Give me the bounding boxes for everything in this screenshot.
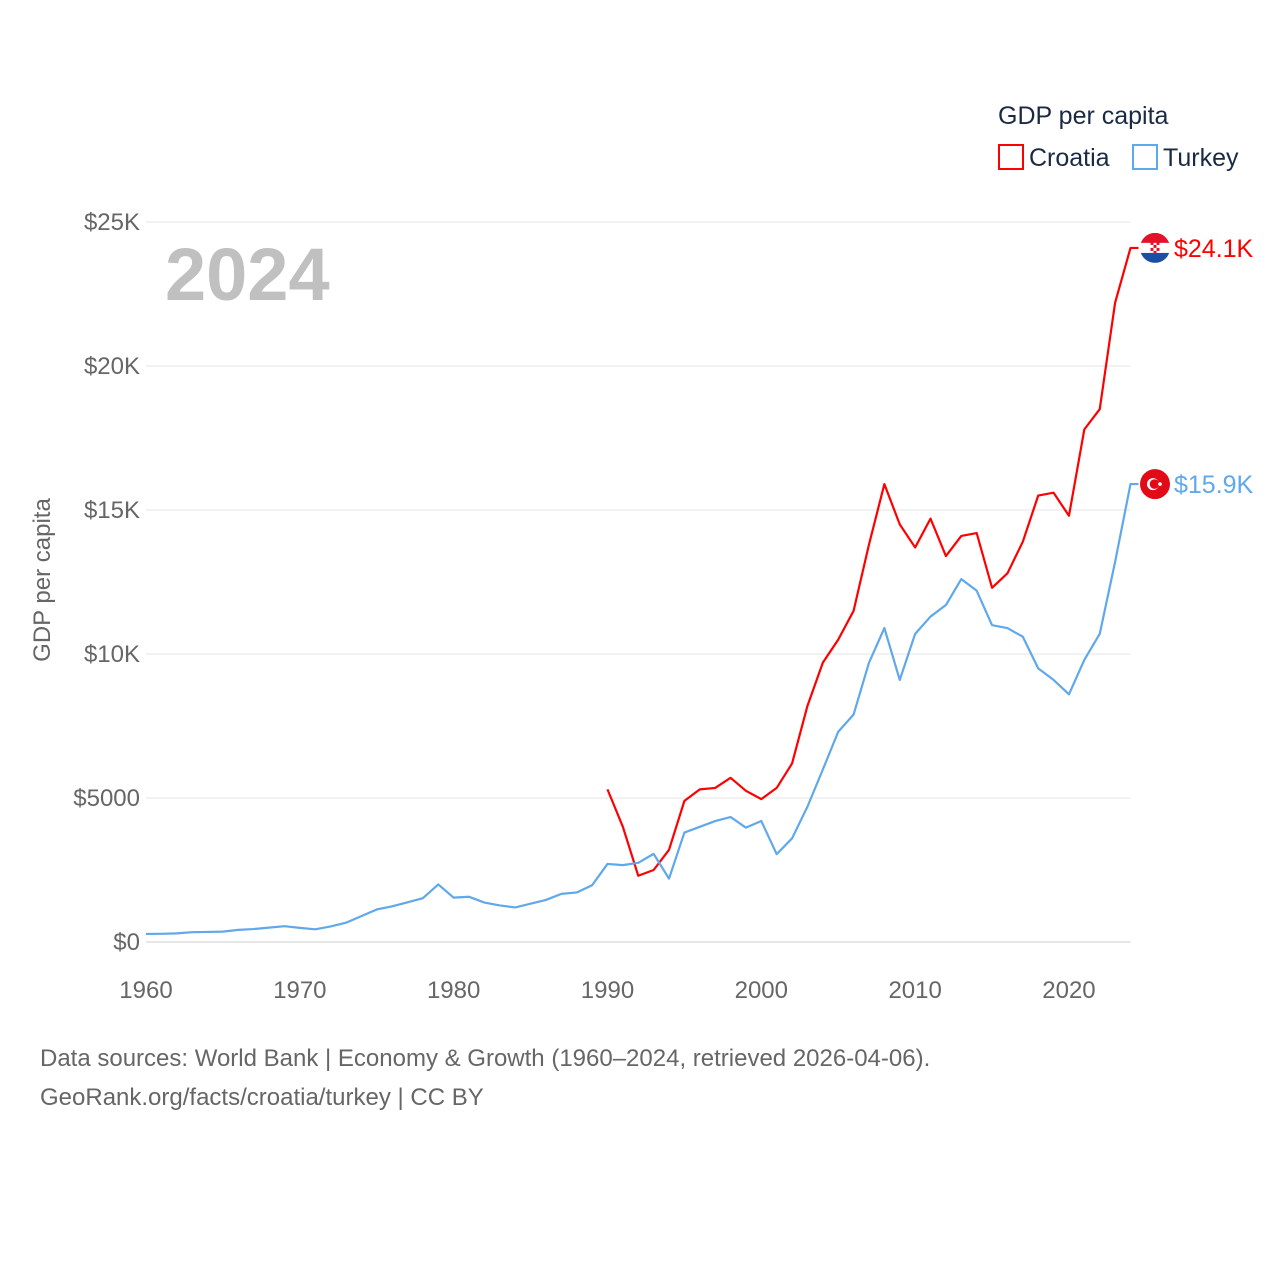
flag-checker: [1156, 247, 1160, 251]
series-line-croatia: [606, 246, 1139, 877]
flag-checker: [1153, 244, 1157, 248]
flag-checker: [1150, 241, 1154, 245]
y-axis-label: GDP per capita: [29, 498, 56, 662]
legend-item-croatia[interactable]: Croatia: [998, 144, 1110, 172]
y-axis-ticks: $0 $5000 $10K $15K $20K $25K: [73, 209, 140, 956]
y-tick-label: $15K: [84, 497, 140, 524]
x-tick-label: 1960: [119, 977, 172, 1004]
flag-blue-stripe: [1140, 252, 1170, 263]
flag-checker: [1156, 241, 1160, 245]
legend-label-croatia: Croatia: [1029, 144, 1110, 172]
x-tick-label: 1990: [581, 977, 634, 1004]
legend-swatch-turkey: [1132, 144, 1158, 170]
x-tick-label: 1980: [427, 977, 480, 1004]
turkey-flag-icon: [1140, 469, 1170, 500]
end-value-label-turkey: $15.9K: [1174, 471, 1254, 499]
x-axis-ticks: 1960 1970 1980 1990 2000 2010 2020: [119, 977, 1095, 1004]
flag-crescent-inner: [1149, 479, 1160, 489]
series-lines: [145, 246, 1139, 936]
footer-source: Data sources: World Bank | Economy & Gro…: [40, 1045, 931, 1072]
x-tick-label: 2010: [888, 977, 941, 1004]
y-tick-label: $0: [113, 929, 140, 956]
flag-star: [1158, 482, 1162, 486]
legend-swatch-croatia: [998, 144, 1024, 170]
y-tick-label: $25K: [84, 209, 140, 236]
flag-checker: [1150, 247, 1154, 251]
year-label: 2024: [165, 233, 330, 316]
x-tick-label: 2000: [735, 977, 788, 1004]
legend-label-turkey: Turkey: [1163, 144, 1239, 172]
x-tick-label: 1970: [273, 977, 326, 1004]
footer-credit[interactable]: GeoRank.org/facts/croatia/turkey | CC BY: [40, 1084, 484, 1111]
end-labels: $24.1K $15.9K: [1140, 232, 1254, 500]
series-line-turkey: [145, 482, 1139, 936]
croatia-flag-stripes: [1140, 232, 1170, 263]
y-tick-label: $10K: [84, 641, 140, 668]
croatia-flag-icon: [1140, 232, 1170, 263]
end-value-label-croatia: $24.1K: [1174, 235, 1254, 263]
legend-item-turkey[interactable]: Turkey: [1132, 144, 1239, 172]
gridlines: [146, 221, 1131, 943]
x-tick-label: 2020: [1042, 977, 1095, 1004]
flag-checker: [1153, 250, 1157, 254]
legend-title: GDP per capita: [998, 102, 1169, 130]
flag-red-stripe: [1140, 232, 1170, 243]
y-tick-label: $5000: [73, 785, 140, 812]
y-tick-label: $20K: [84, 353, 140, 380]
